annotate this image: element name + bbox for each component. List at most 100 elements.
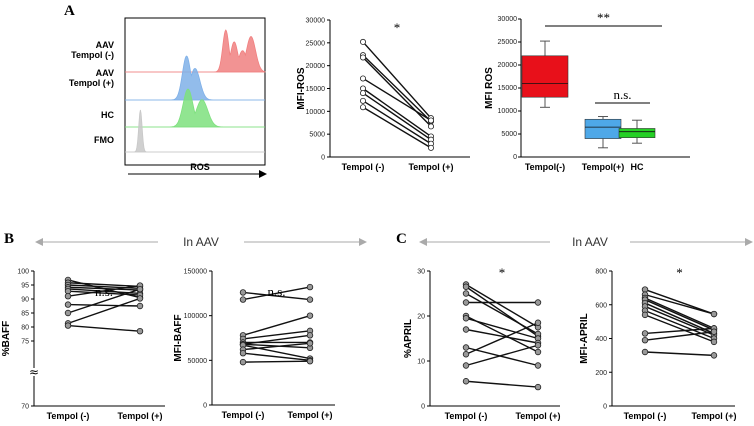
pair-line bbox=[242, 334, 311, 345]
y-tick-label: 30000 bbox=[498, 16, 518, 23]
banner-c: In AAV bbox=[419, 235, 753, 249]
pair-line bbox=[242, 286, 311, 301]
pair-line bbox=[67, 303, 141, 307]
pair-line bbox=[644, 302, 715, 335]
pair-line bbox=[362, 87, 432, 138]
y-tick-label: 0 bbox=[513, 154, 517, 161]
data-point bbox=[462, 315, 470, 322]
y-tick-label: 100000 bbox=[184, 313, 207, 320]
chart-ros-box: 0 5000 10000 15000 20000 25000 30000 MFI ROS Tem… bbox=[484, 10, 690, 172]
data-point bbox=[462, 362, 470, 369]
flow-label-line2: Tempol (+) bbox=[69, 78, 114, 88]
y-tick-label: 20 bbox=[417, 314, 425, 321]
pair-line bbox=[644, 351, 715, 357]
histogram-aav-tempol- bbox=[125, 29, 266, 73]
box bbox=[584, 118, 622, 139]
data-point bbox=[710, 352, 718, 359]
pair-line bbox=[362, 56, 432, 127]
significance-label: n.s. bbox=[95, 284, 113, 299]
data-point bbox=[64, 301, 72, 308]
axis-break-mark: ≈ bbox=[29, 365, 39, 379]
significance-label: * bbox=[676, 265, 683, 280]
pair-line bbox=[67, 324, 141, 332]
data-point bbox=[641, 330, 649, 337]
chart-mfi-ros: 0 5000 10000 15000 20000 25000 30000 MFI-ROS Tem… bbox=[296, 18, 470, 172]
data-point bbox=[427, 144, 434, 151]
pair-line bbox=[362, 77, 432, 122]
y-tick-label: 0 bbox=[603, 404, 607, 411]
data-point bbox=[534, 342, 542, 349]
data-point bbox=[306, 296, 314, 303]
data-point bbox=[462, 290, 470, 297]
data-point bbox=[359, 104, 366, 111]
data-point bbox=[239, 349, 247, 357]
data-point bbox=[710, 310, 718, 318]
flow-xlabel: ROS bbox=[190, 162, 210, 172]
data-point bbox=[359, 97, 366, 104]
pair-line bbox=[242, 352, 311, 362]
y-tick-label: 800 bbox=[595, 269, 607, 276]
pair-line bbox=[67, 286, 141, 291]
pair-line bbox=[242, 360, 311, 363]
chart-mfi-baff: 0 50000 100000 150000 MFI-BAFF Tempol (-) Temp… bbox=[173, 269, 335, 420]
data-point bbox=[427, 117, 434, 124]
pair-line bbox=[465, 322, 539, 355]
pair-line bbox=[465, 317, 539, 340]
data-point bbox=[462, 326, 470, 333]
pair-line bbox=[644, 327, 715, 335]
x-category-label: HC bbox=[631, 162, 644, 172]
pair-line bbox=[242, 314, 311, 336]
y-tick-label: 25000 bbox=[306, 40, 326, 47]
data-point bbox=[306, 312, 314, 319]
pair-line bbox=[67, 284, 141, 297]
data-point bbox=[641, 336, 649, 344]
y-axis-label: MFI ROS bbox=[484, 67, 495, 109]
data-point bbox=[64, 309, 72, 317]
data-point bbox=[136, 302, 144, 310]
pair-line bbox=[465, 344, 539, 367]
data-point bbox=[534, 319, 542, 326]
y-tick-label: 15000 bbox=[498, 85, 518, 92]
y-tick-label: 50000 bbox=[188, 358, 208, 365]
y-tick-label: 20000 bbox=[306, 63, 326, 70]
panel-label-b: B bbox=[4, 231, 14, 247]
box bbox=[521, 55, 569, 98]
data-point bbox=[534, 362, 542, 369]
banner-c-text: In AAV bbox=[572, 235, 608, 249]
data-point bbox=[239, 358, 247, 366]
data-point bbox=[710, 338, 718, 346]
pair-line bbox=[67, 297, 141, 325]
data-point bbox=[64, 293, 72, 300]
data-point bbox=[359, 38, 366, 45]
y-tick-label: 150000 bbox=[184, 269, 207, 276]
data-point bbox=[641, 348, 649, 356]
y-tick-label: 10000 bbox=[498, 108, 518, 115]
pair-line bbox=[644, 293, 715, 315]
pair-line bbox=[242, 344, 311, 360]
pair-line bbox=[242, 330, 311, 340]
y-tick-label: 5000 bbox=[309, 132, 325, 139]
y-tick-label: 5000 bbox=[501, 131, 517, 138]
pair-line bbox=[465, 346, 539, 367]
y-tick-label: 200 bbox=[595, 370, 607, 377]
y-tick-label: 0 bbox=[203, 403, 207, 410]
y-axis-label: MFI-BAFF bbox=[173, 314, 184, 361]
data-point bbox=[306, 358, 314, 365]
y-axis-label: %BAFF bbox=[1, 321, 12, 357]
data-point bbox=[641, 311, 649, 319]
pair-line bbox=[362, 100, 432, 145]
data-point bbox=[359, 75, 366, 82]
flow-label: FMO bbox=[94, 135, 114, 145]
data-point bbox=[534, 383, 542, 391]
pair-line bbox=[67, 282, 141, 288]
y-tick-label: 95 bbox=[21, 283, 29, 290]
data-point bbox=[427, 123, 434, 130]
y-axis-label: MFI-ROS bbox=[296, 67, 307, 110]
x-category-label: Tempol (-) bbox=[445, 411, 488, 421]
data-point bbox=[359, 90, 366, 97]
pair-line bbox=[465, 380, 539, 388]
significance-label: * bbox=[499, 265, 506, 280]
y-tick-label: 30 bbox=[417, 269, 425, 276]
